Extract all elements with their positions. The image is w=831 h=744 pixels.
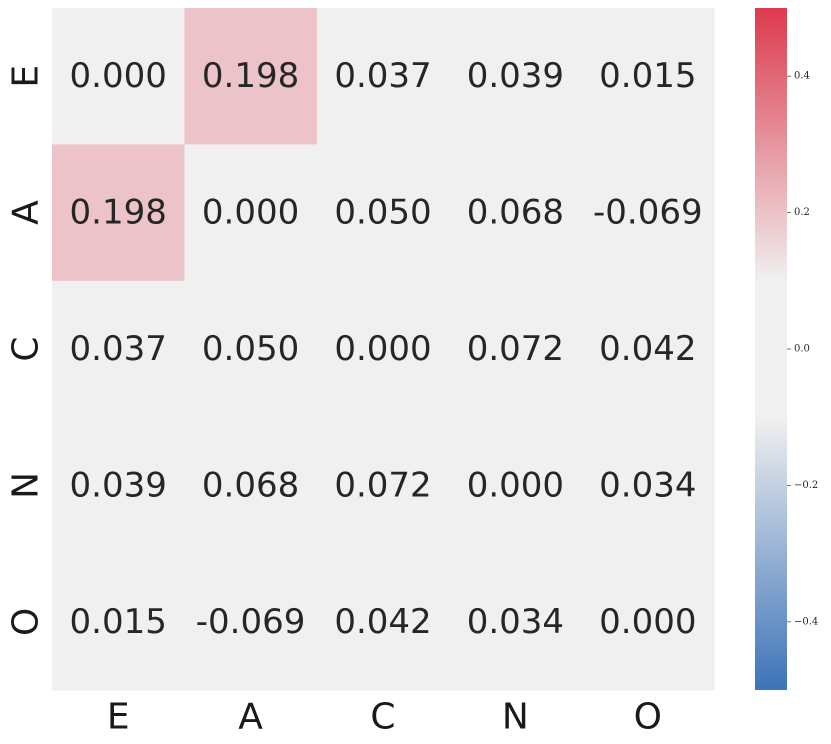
colorbar-tick-label: 0.0 bbox=[794, 344, 810, 355]
x-tick-label: N bbox=[502, 697, 529, 738]
cell-value-label: 0.000 bbox=[202, 193, 299, 233]
x-tick-label: O bbox=[634, 697, 662, 738]
cell-value-label: -0.069 bbox=[593, 193, 703, 233]
heatmap-cell bbox=[449, 280, 583, 418]
heatmap-cell bbox=[449, 144, 583, 282]
cell-value-label: 0.039 bbox=[70, 465, 167, 505]
cell-value-label: 0.042 bbox=[599, 329, 696, 369]
cell-value-label: 0.037 bbox=[70, 329, 167, 369]
colorbar-tick-label: −0.4 bbox=[794, 616, 818, 627]
colorbar-tick-label: 0.2 bbox=[794, 207, 810, 218]
y-tick-label: A bbox=[6, 200, 47, 225]
heatmap-cell bbox=[316, 144, 450, 282]
heatmap-cell bbox=[449, 553, 583, 691]
heatmap-cell bbox=[449, 8, 583, 145]
heatmap-cell bbox=[52, 280, 185, 418]
cell-value-label: 0.034 bbox=[599, 465, 696, 505]
y-tick-label: O bbox=[6, 608, 47, 636]
cell-value-label: 0.000 bbox=[70, 56, 167, 96]
heatmap-cell bbox=[52, 144, 185, 282]
heatmap-cell bbox=[52, 417, 185, 555]
heatmap-cell bbox=[52, 8, 185, 145]
cell-value-label: 0.068 bbox=[202, 465, 299, 505]
heatmap-cell bbox=[316, 280, 450, 418]
heatmap-cell bbox=[449, 417, 583, 555]
cell-value-label: 0.000 bbox=[599, 602, 696, 642]
y-tick-label: C bbox=[6, 336, 47, 361]
heatmap-cell bbox=[581, 144, 715, 282]
heatmap-cell bbox=[581, 8, 715, 145]
cell-value-label: 0.198 bbox=[202, 56, 299, 96]
heatmap-cells bbox=[52, 8, 715, 691]
heatmap-cell bbox=[184, 144, 318, 282]
heatmap-cell bbox=[52, 553, 185, 691]
heatmap-value-labels: 0.000 0.198 0.037 0.039 0.015 0.198 0.000 0.050… bbox=[70, 56, 703, 642]
cell-value-label: 0.000 bbox=[334, 329, 431, 369]
colorbar-tick-label: −0.2 bbox=[794, 480, 818, 491]
cell-value-label: 0.068 bbox=[467, 193, 564, 233]
heatmap-cell bbox=[184, 280, 318, 418]
cell-value-label: 0.039 bbox=[467, 56, 564, 96]
heatmap-cell bbox=[581, 280, 715, 418]
y-tick-label: E bbox=[6, 65, 47, 88]
x-tick-label: A bbox=[238, 697, 263, 738]
cell-value-label: 0.050 bbox=[202, 329, 299, 369]
heatmap-cell bbox=[316, 417, 450, 555]
x-tick-label: E bbox=[107, 697, 130, 738]
heatmap-cell bbox=[184, 8, 318, 145]
y-axis-tick-labels: E A C N O bbox=[6, 65, 47, 636]
cell-value-label: 0.198 bbox=[70, 193, 167, 233]
cell-value-label: 0.037 bbox=[334, 56, 431, 96]
heatmap-cell bbox=[581, 553, 715, 691]
heatmap-cell bbox=[316, 553, 450, 691]
colorbar-ticks: 0.4 0.2 0.0 −0.2 −0.4 bbox=[787, 71, 818, 627]
colorbar-tick-label: 0.4 bbox=[794, 71, 810, 82]
cell-value-label: 0.034 bbox=[467, 602, 564, 642]
cell-value-label: 0.050 bbox=[334, 193, 431, 233]
heatmap-cell bbox=[184, 417, 318, 555]
y-tick-label: N bbox=[6, 472, 47, 499]
heatmap-cell bbox=[184, 553, 318, 691]
cell-value-label: 0.000 bbox=[467, 465, 564, 505]
cell-value-label: 0.015 bbox=[70, 602, 167, 642]
heatmap-cell bbox=[581, 417, 715, 555]
cell-value-label: -0.069 bbox=[196, 602, 306, 642]
heatmap-cell bbox=[316, 8, 450, 145]
cell-value-label: 0.072 bbox=[334, 465, 431, 505]
cell-value-label: 0.042 bbox=[334, 602, 431, 642]
colorbar bbox=[755, 8, 787, 690]
cell-value-label: 0.072 bbox=[467, 329, 564, 369]
x-tick-label: C bbox=[370, 697, 395, 738]
cell-value-label: 0.015 bbox=[599, 56, 696, 96]
